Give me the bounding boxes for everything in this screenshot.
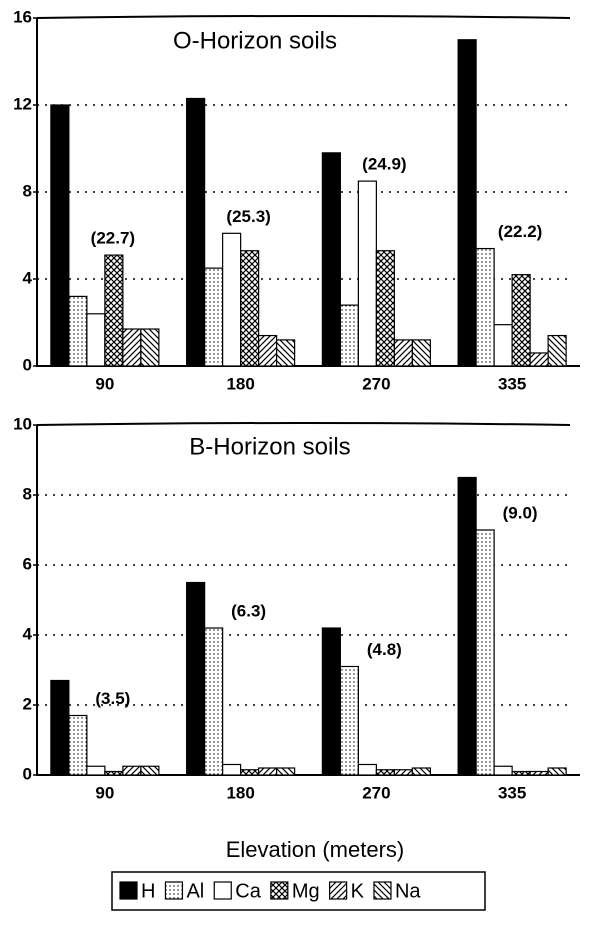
bar — [222, 232, 242, 367]
bar — [357, 180, 377, 367]
bar — [240, 769, 260, 776]
bar — [511, 274, 531, 367]
annotation: (6.3) — [231, 601, 266, 620]
bar — [547, 334, 567, 367]
bar — [86, 765, 106, 776]
bar — [276, 767, 296, 776]
x-tick-label: 335 — [498, 374, 526, 393]
bar — [240, 250, 260, 367]
bar — [104, 254, 124, 367]
bar — [375, 769, 395, 776]
bar — [339, 665, 359, 776]
bar — [186, 581, 206, 776]
y-tick-label: 4 — [23, 268, 33, 287]
bar — [339, 304, 359, 367]
y-tick-label: 0 — [23, 355, 32, 374]
bar — [86, 313, 106, 367]
y-tick-label: 8 — [23, 484, 32, 503]
legend-swatch — [213, 881, 232, 900]
y-tick-label: 12 — [13, 94, 32, 113]
x-tick-label: 180 — [226, 374, 254, 393]
legend-swatch — [329, 881, 348, 900]
bar — [393, 769, 413, 776]
legend-label: H — [141, 880, 155, 902]
y-tick-label: 6 — [23, 554, 32, 573]
legend-swatch — [270, 881, 289, 900]
bar — [457, 39, 477, 367]
bar — [276, 339, 296, 367]
x-tick-label: 270 — [362, 783, 390, 802]
legend-box — [111, 871, 486, 911]
bar — [475, 247, 495, 367]
bar — [204, 267, 224, 367]
bar — [475, 529, 495, 776]
annotation: (24.9) — [362, 155, 406, 174]
bar — [493, 324, 513, 367]
bar — [122, 328, 142, 367]
bar — [529, 352, 549, 367]
legend-label: Al — [186, 880, 204, 902]
bar — [50, 104, 70, 367]
bar — [140, 328, 160, 367]
y-tick-label: 4 — [23, 624, 33, 643]
bar — [204, 627, 224, 776]
bar — [357, 763, 377, 776]
legend-label: Ca — [235, 880, 261, 902]
bar — [258, 334, 278, 367]
bar — [375, 250, 395, 367]
annotation: (22.7) — [91, 229, 135, 248]
bar — [104, 770, 124, 776]
y-tick-label: 8 — [23, 181, 32, 200]
x-tick-label: 180 — [226, 783, 254, 802]
bar — [50, 679, 70, 776]
legend-label: Na — [395, 880, 421, 902]
axis-frame — [36, 422, 580, 776]
chart-title: O-Horizon soils — [173, 27, 337, 54]
annotation: (9.0) — [503, 503, 538, 522]
bar — [493, 765, 513, 776]
annotation: (22.2) — [498, 222, 542, 241]
bar — [457, 476, 477, 776]
bar — [140, 765, 160, 776]
legend-swatch — [164, 881, 184, 900]
bar — [511, 770, 531, 776]
bar — [411, 767, 431, 776]
annotation: (3.5) — [95, 689, 130, 708]
x-tick-label: 90 — [95, 783, 114, 802]
chart-title: B-Horizon soils — [189, 433, 350, 460]
annotation: (25.3) — [226, 207, 270, 226]
annotation: (4.8) — [367, 640, 402, 659]
x-axis-label: Elevation (meters) — [226, 837, 405, 862]
bar — [411, 339, 431, 367]
legend-swatch — [119, 881, 138, 900]
y-tick-label: 16 — [13, 7, 32, 26]
bar — [529, 770, 549, 776]
x-tick-label: 90 — [95, 374, 114, 393]
legend-label: K — [351, 880, 365, 902]
bar — [122, 765, 142, 776]
bar — [321, 627, 341, 776]
y-tick-label: 0 — [23, 764, 32, 783]
bar — [222, 763, 242, 776]
x-tick-label: 335 — [498, 783, 526, 802]
legend-label: Mg — [292, 880, 320, 902]
legend-swatch — [373, 881, 392, 900]
y-tick-label: 2 — [23, 694, 32, 713]
bar — [68, 295, 88, 367]
bar — [547, 767, 567, 776]
bar — [393, 339, 413, 367]
y-tick-label: 10 — [13, 414, 32, 433]
bar — [186, 97, 206, 367]
bar — [321, 152, 341, 367]
bar — [68, 714, 88, 776]
x-tick-label: 270 — [362, 374, 390, 393]
bar — [258, 767, 278, 776]
